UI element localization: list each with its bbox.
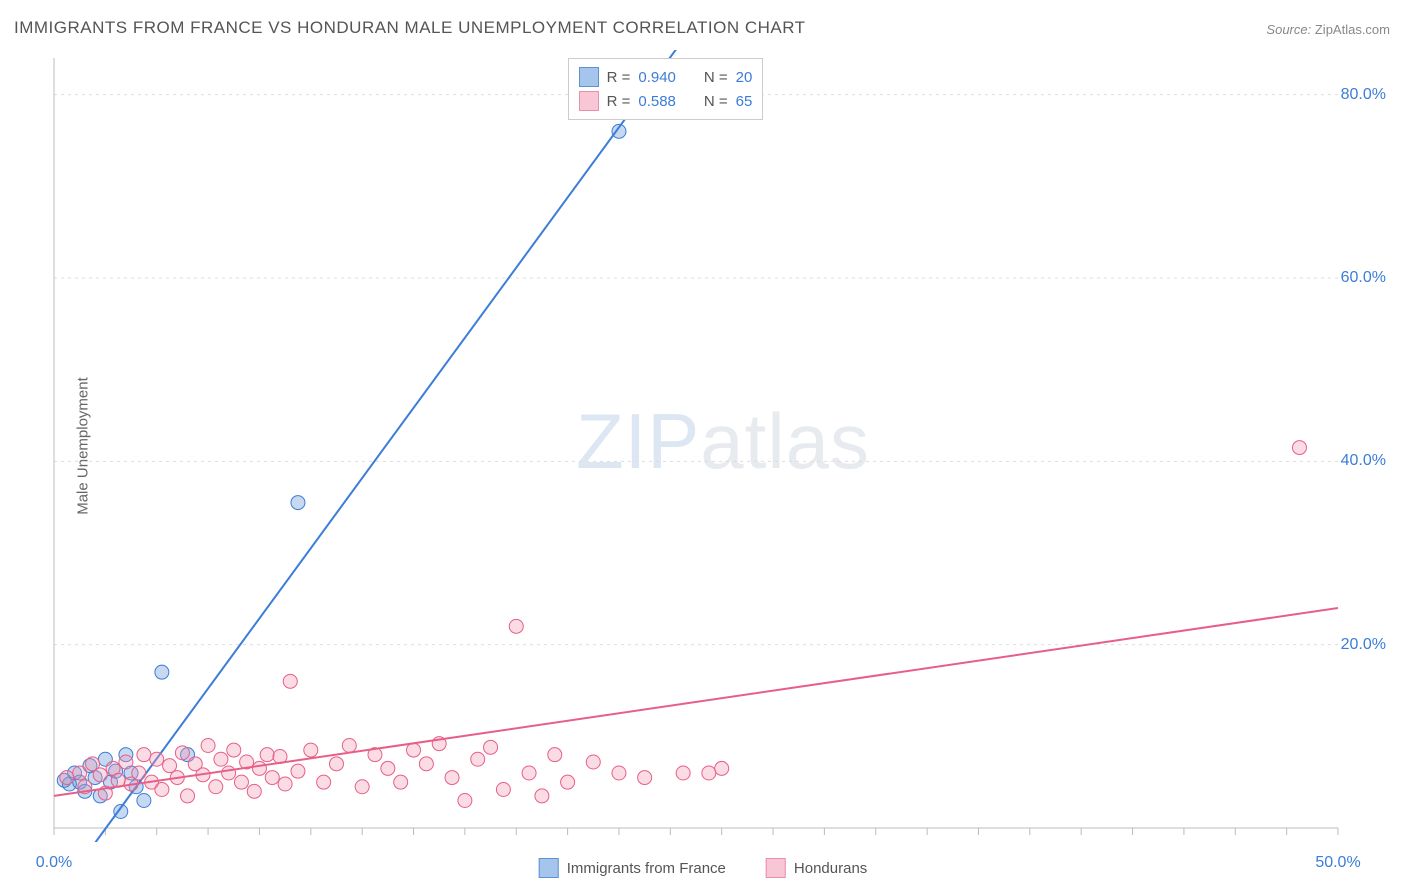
data-point <box>381 761 395 775</box>
data-point <box>227 743 241 757</box>
legend-series-label: Immigrants from France <box>567 860 726 877</box>
x-tick-label: 0.0% <box>36 854 72 872</box>
data-point <box>522 766 536 780</box>
data-point <box>93 768 107 782</box>
data-point <box>247 784 261 798</box>
data-point <box>278 777 292 791</box>
data-point <box>394 775 408 789</box>
y-tick-label: 40.0% <box>1341 452 1386 470</box>
data-point <box>209 780 223 794</box>
data-point <box>150 752 164 766</box>
data-point <box>260 748 274 762</box>
legend-n-label: N = <box>704 93 728 110</box>
legend-bottom: Immigrants from France Hondurans <box>539 858 868 878</box>
data-point <box>234 775 248 789</box>
data-point <box>342 739 356 753</box>
data-point <box>329 757 343 771</box>
legend-n-value: 20 <box>736 69 753 86</box>
data-point <box>119 755 133 769</box>
data-point <box>181 789 195 803</box>
source-attribution: Source: ZipAtlas.com <box>1266 22 1390 37</box>
chart-title: IMMIGRANTS FROM FRANCE VS HONDURAN MALE … <box>14 18 806 38</box>
legend-r-label: R = <box>607 69 631 86</box>
data-point <box>291 496 305 510</box>
data-point <box>283 674 297 688</box>
y-tick-label: 20.0% <box>1341 636 1386 654</box>
data-point <box>155 665 169 679</box>
data-point <box>214 752 228 766</box>
data-point <box>702 766 716 780</box>
data-point <box>201 739 215 753</box>
legend-n-label: N = <box>704 69 728 86</box>
data-point <box>137 748 151 762</box>
data-point <box>175 746 189 760</box>
data-point <box>222 766 236 780</box>
data-point <box>355 780 369 794</box>
data-point <box>163 759 177 773</box>
data-point <box>509 619 523 633</box>
legend-swatch <box>766 858 786 878</box>
legend-series-label: Hondurans <box>794 860 867 877</box>
source-label: Source: <box>1266 22 1311 37</box>
data-point <box>317 775 331 789</box>
data-point <box>304 743 318 757</box>
legend-row: R = 0.588 N = 65 <box>579 89 753 113</box>
data-point <box>291 764 305 778</box>
legend-bottom-item: Immigrants from France <box>539 858 726 878</box>
legend-swatch <box>579 67 599 87</box>
data-point <box>137 794 151 808</box>
data-point <box>484 740 498 754</box>
data-point <box>561 775 575 789</box>
chart-svg <box>48 50 1398 842</box>
data-point <box>535 789 549 803</box>
data-point <box>496 783 510 797</box>
data-point <box>265 771 279 785</box>
data-point <box>252 761 266 775</box>
legend-bottom-item: Hondurans <box>766 858 867 878</box>
y-tick-label: 80.0% <box>1341 86 1386 104</box>
legend-r-value: 0.940 <box>638 69 676 86</box>
trend-line <box>93 50 684 842</box>
source-value: ZipAtlas.com <box>1315 22 1390 37</box>
data-point <box>458 794 472 808</box>
data-point <box>73 766 87 780</box>
data-point <box>638 771 652 785</box>
data-point <box>612 766 626 780</box>
data-point <box>548 748 562 762</box>
legend-r-value: 0.588 <box>638 93 676 110</box>
data-point <box>419 757 433 771</box>
data-point <box>1292 441 1306 455</box>
data-point <box>586 755 600 769</box>
legend-r-label: R = <box>607 93 631 110</box>
data-point <box>407 743 421 757</box>
x-tick-label: 50.0% <box>1315 854 1360 872</box>
legend-correlation-box: R = 0.940 N = 20 R = 0.588 N = 65 <box>568 58 764 120</box>
y-tick-label: 60.0% <box>1341 269 1386 287</box>
data-point <box>471 752 485 766</box>
data-point <box>155 783 169 797</box>
data-point <box>60 771 74 785</box>
data-point <box>676 766 690 780</box>
legend-swatch <box>579 91 599 111</box>
legend-swatch <box>539 858 559 878</box>
chart-plot-area: ZIPatlas 20.0%40.0%60.0%80.0%0.0%50.0%R … <box>48 50 1398 842</box>
legend-n-value: 65 <box>736 93 753 110</box>
data-point <box>715 761 729 775</box>
legend-row: R = 0.940 N = 20 <box>579 65 753 89</box>
data-point <box>445 771 459 785</box>
data-point <box>132 766 146 780</box>
